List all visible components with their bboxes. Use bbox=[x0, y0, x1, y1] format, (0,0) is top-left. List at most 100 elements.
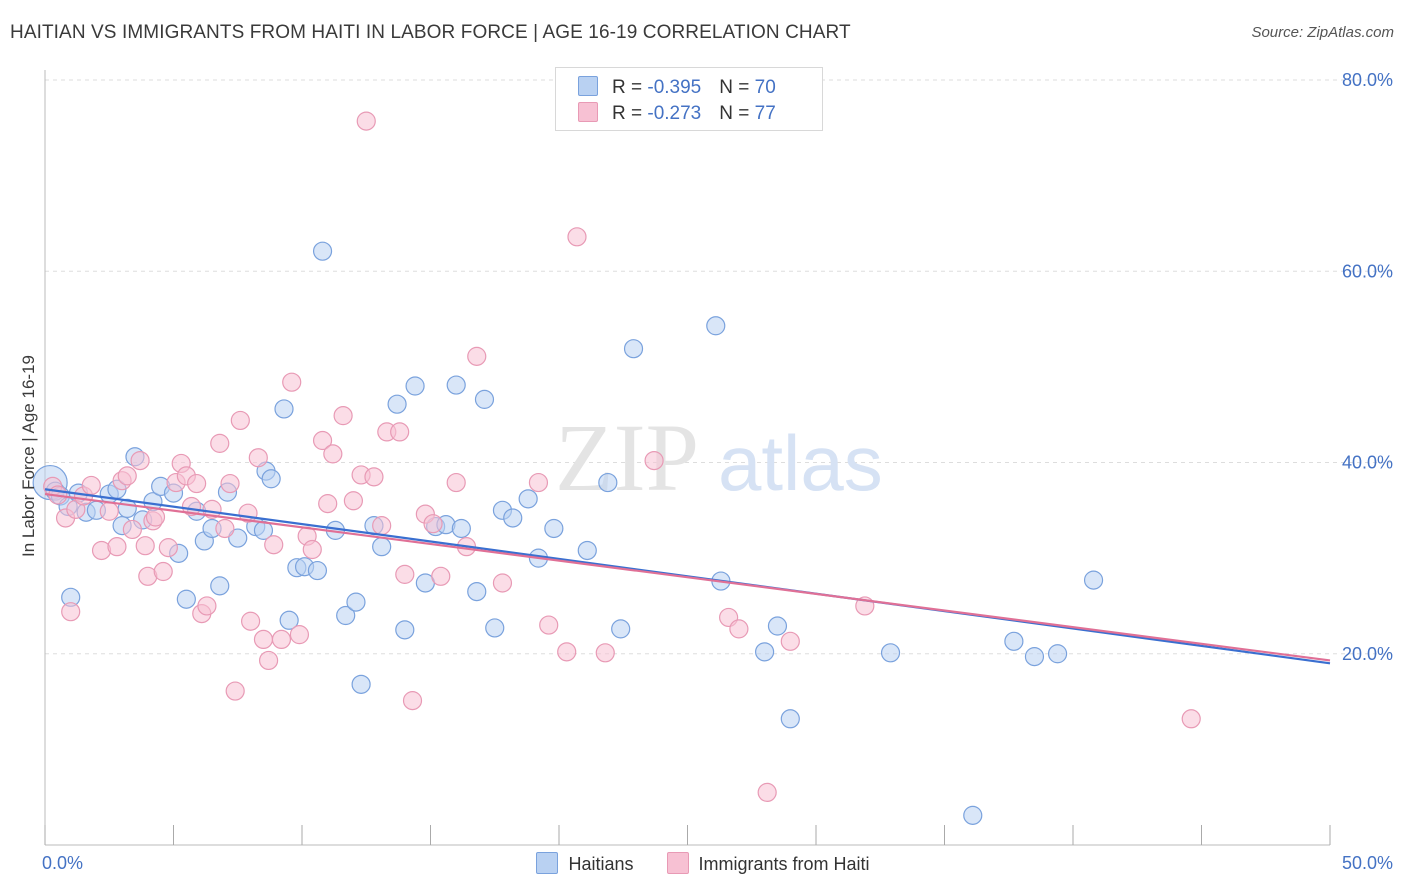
immigrant-point bbox=[230, 410, 250, 431]
bottom-legend-haitians: Haitians bbox=[536, 852, 633, 875]
haitian-point bbox=[754, 642, 775, 662]
haitian-point bbox=[228, 528, 248, 548]
legend-r-label: R = bbox=[612, 103, 648, 124]
chart-title: HAITIAN VS IMMIGRANTS FROM HAITI IN LABO… bbox=[10, 22, 851, 43]
haitian-point bbox=[176, 589, 196, 609]
legend-swatch-pink bbox=[578, 102, 598, 122]
immigrant-point bbox=[402, 691, 423, 711]
x-tick-label: 0.0% bbox=[42, 853, 83, 873]
legend-r-label: R = bbox=[612, 77, 648, 98]
haitian-point bbox=[1047, 644, 1068, 664]
haitian-point bbox=[485, 618, 505, 638]
immigrant-point bbox=[241, 611, 261, 631]
immigrant-point bbox=[153, 561, 173, 582]
immigrant-point bbox=[467, 346, 487, 366]
immigrant-point bbox=[282, 372, 302, 392]
immigrant-point bbox=[729, 619, 749, 639]
immigrant-point bbox=[289, 625, 310, 645]
immigrant-point bbox=[323, 444, 343, 464]
immigrant-point bbox=[264, 535, 284, 555]
haitian-point bbox=[780, 709, 800, 729]
bottom-legend-label: Haitians bbox=[568, 854, 634, 874]
immigrant-point bbox=[644, 450, 664, 471]
immigrant-point bbox=[302, 539, 322, 560]
bottom-legend: Haitians Immigrants from Haiti bbox=[0, 852, 1406, 875]
immigrant-point bbox=[202, 499, 222, 519]
haitian-point bbox=[598, 472, 618, 493]
immigrant-point bbox=[557, 642, 577, 662]
haitian-point bbox=[312, 241, 333, 261]
immigrant-point bbox=[423, 514, 443, 534]
haitian-point bbox=[623, 339, 644, 359]
legend-r-value: -0.395 bbox=[647, 77, 702, 98]
immigrant-point bbox=[312, 430, 333, 451]
x-tick-label: 50.0% bbox=[1342, 853, 1393, 873]
haitian-point bbox=[518, 489, 538, 509]
immigrant-point bbox=[99, 501, 119, 521]
chart-source: Source: ZipAtlas.com bbox=[1251, 24, 1394, 41]
immigrant-point bbox=[61, 602, 81, 622]
haitian-point bbox=[210, 576, 230, 596]
bottom-legend-swatch-blue bbox=[536, 852, 559, 874]
immigrant-point bbox=[372, 516, 392, 536]
immigrant-point bbox=[81, 475, 101, 496]
haitian-point bbox=[395, 620, 415, 640]
immigrant-point bbox=[122, 519, 142, 540]
y-axis-label: In Labor Force | Age 16-19 bbox=[19, 355, 38, 557]
immigrant-point bbox=[395, 564, 415, 584]
legend-n-value: 70 bbox=[754, 77, 776, 98]
immigrant-point bbox=[145, 507, 166, 527]
immigrant-point bbox=[158, 538, 178, 558]
y-tick-label: 20.0% bbox=[1342, 644, 1393, 664]
immigrant-point bbox=[215, 518, 235, 539]
haitian-point bbox=[451, 518, 471, 539]
immigrant-point bbox=[248, 448, 268, 468]
haitian-point bbox=[1024, 647, 1045, 667]
watermark-atlas: atlas bbox=[718, 419, 883, 507]
immigrant-point bbox=[356, 111, 376, 131]
y-tick-label: 40.0% bbox=[1342, 453, 1393, 473]
haitian-point bbox=[611, 619, 631, 639]
haitian-point bbox=[405, 376, 425, 396]
haitian-point bbox=[387, 394, 407, 414]
watermark-zip: ZIP bbox=[555, 404, 699, 511]
haitian-point bbox=[503, 508, 523, 528]
bottom-legend-swatch-pink bbox=[666, 852, 689, 874]
legend-swatch-blue bbox=[578, 76, 598, 96]
immigrant-point bbox=[130, 450, 150, 471]
series-haitians bbox=[32, 241, 1104, 825]
immigrant-point bbox=[446, 472, 466, 493]
immigrant-point bbox=[390, 422, 410, 442]
haitian-point bbox=[372, 537, 392, 557]
haitian-point bbox=[1083, 570, 1104, 590]
immigrant-point bbox=[567, 227, 587, 247]
immigrant-point bbox=[757, 782, 777, 803]
axes bbox=[44, 70, 1331, 846]
haitian-point bbox=[336, 605, 356, 626]
immigrant-point bbox=[539, 615, 559, 635]
haitian-point bbox=[279, 610, 299, 630]
legend-n-value: 77 bbox=[754, 103, 776, 124]
haitian-point bbox=[880, 643, 901, 663]
bottom-legend-immigrants: Immigrants from Haiti bbox=[666, 852, 870, 875]
immigrant-point bbox=[431, 566, 451, 586]
haitian-point bbox=[474, 389, 495, 409]
immigrant-point bbox=[528, 472, 549, 493]
haitian-point bbox=[346, 592, 366, 612]
immigrant-point bbox=[271, 629, 292, 650]
immigrant-point bbox=[258, 650, 279, 671]
haitian-point bbox=[767, 616, 788, 636]
immigrant-point bbox=[135, 536, 155, 556]
haitian-point bbox=[467, 581, 487, 602]
immigrant-point bbox=[220, 473, 240, 494]
trendlines bbox=[44, 488, 1331, 665]
haitian-point bbox=[446, 375, 466, 395]
immigrant-point bbox=[253, 629, 274, 650]
immigrant-point bbox=[117, 466, 137, 486]
haitian-point bbox=[544, 518, 564, 539]
immigrant-point bbox=[187, 473, 207, 494]
legend-n-label: N = bbox=[719, 77, 755, 98]
immigrant-point bbox=[197, 596, 217, 616]
haitian-point bbox=[706, 316, 726, 336]
